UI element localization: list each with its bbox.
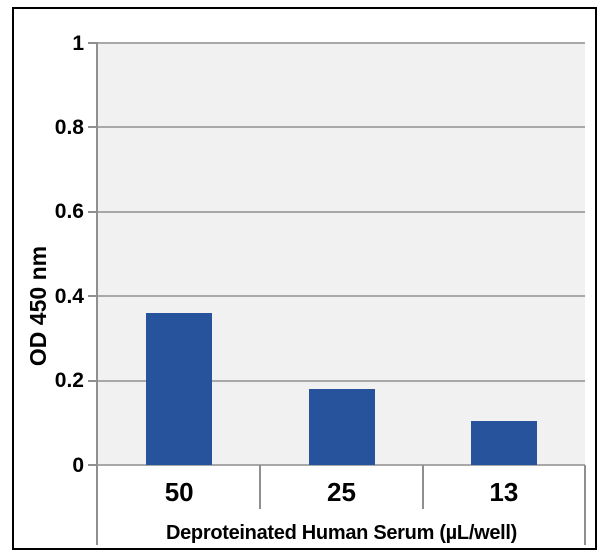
y-tick-label: 0.8 — [54, 115, 84, 139]
x-tick-label: 13 — [489, 477, 519, 507]
y-axis-tick — [88, 42, 98, 44]
x-tick-label: 50 — [164, 477, 194, 507]
y-tick-label: 0 — [72, 453, 84, 477]
y-axis-tick — [88, 126, 98, 129]
gridline — [98, 464, 585, 466]
y-axis-tick — [88, 464, 98, 466]
x-tick-label: 25 — [327, 477, 356, 507]
y-tick-label: 0.2 — [54, 369, 84, 393]
bar — [470, 420, 537, 465]
chart-frame — [12, 7, 597, 550]
gridline — [98, 126, 585, 129]
gridline — [98, 42, 585, 44]
x-axis-title: Deproteinated Human Serum (µL/well) — [165, 522, 518, 544]
y-axis-title: OD 450 nm — [25, 245, 51, 367]
y-axis-tick — [88, 295, 98, 298]
gridline — [98, 295, 585, 298]
bar — [308, 389, 375, 465]
y-axis-line — [96, 43, 98, 545]
gridline — [98, 379, 585, 382]
y-axis-tick — [88, 210, 98, 213]
category-separator-tick — [259, 465, 262, 509]
category-separator-tick — [421, 465, 424, 509]
gridline — [98, 210, 585, 213]
y-tick-label: 0.6 — [54, 200, 84, 224]
y-tick-label: 1 — [72, 31, 84, 55]
y-axis-tick — [88, 379, 98, 382]
category-separator-tick — [584, 465, 586, 545]
y-tick-label: 0.4 — [54, 284, 84, 308]
bar — [146, 313, 213, 465]
